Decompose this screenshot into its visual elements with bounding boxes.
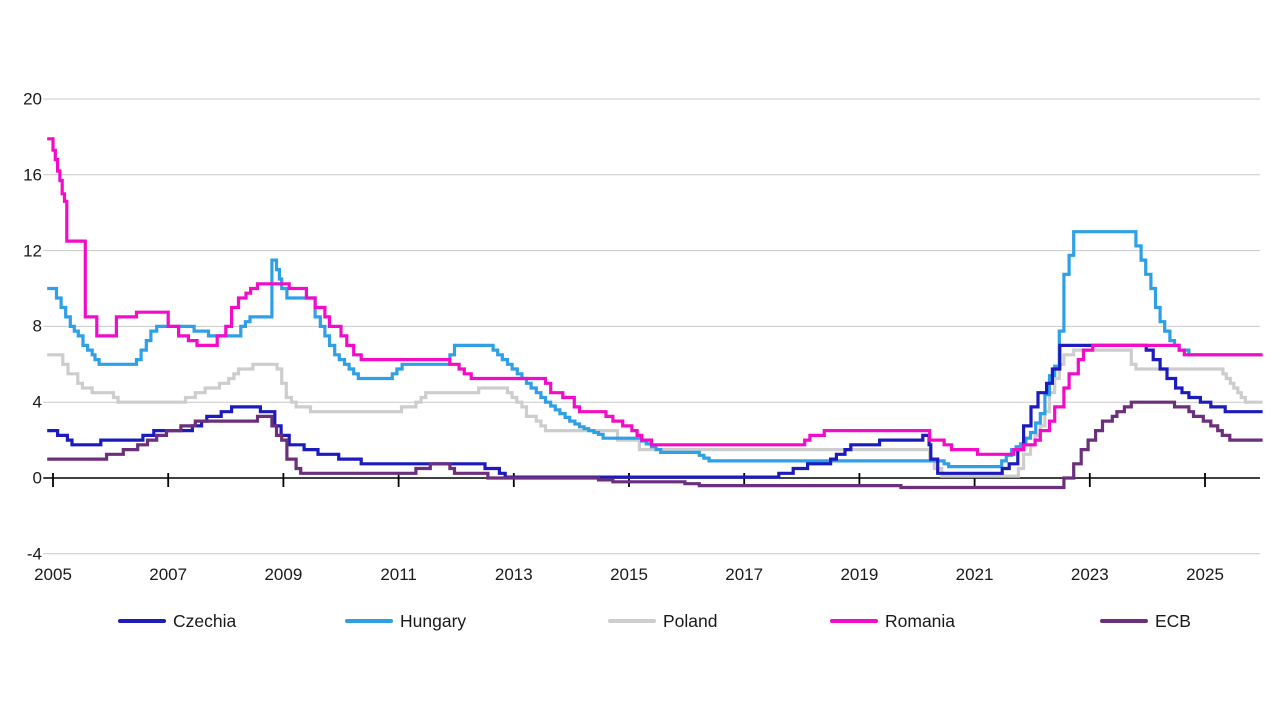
x-tick-label-2017: 2017 xyxy=(725,565,764,584)
series-line-hungary xyxy=(47,230,1263,469)
x-tick-label-2005: 2005 xyxy=(34,565,72,584)
x-tick-label-2023: 2023 xyxy=(1070,565,1109,584)
legend-item-hungary: Hungary xyxy=(345,608,466,634)
legend-swatch-romania xyxy=(830,619,878,623)
legend-item-romania: Romania xyxy=(830,608,955,634)
legend-swatch-poland xyxy=(608,619,656,623)
y-tick-label-20: 20 xyxy=(23,89,42,109)
x-tick-label-2015: 2015 xyxy=(610,565,648,584)
legend-label-ecb: ECB xyxy=(1155,610,1191,631)
legend-label-romania: Romania xyxy=(885,610,956,631)
legend-item-ecb: ECB xyxy=(1100,608,1191,634)
legend-item-czechia: Czechia xyxy=(118,608,236,634)
y-tick-label-16: 16 xyxy=(23,165,42,185)
series-line-czechia xyxy=(47,343,1263,479)
y-tick-label-8: 8 xyxy=(32,316,42,336)
x-tick-label-2021: 2021 xyxy=(955,565,994,584)
legend-swatch-ecb xyxy=(1100,619,1148,623)
legend-label-poland: Poland xyxy=(663,610,718,631)
y-tick-label--4: -4 xyxy=(26,544,42,564)
series-line-ecb xyxy=(47,400,1263,490)
y-tick-label-0: 0 xyxy=(32,468,42,488)
x-tick-label-2013: 2013 xyxy=(494,565,533,584)
series-line-poland xyxy=(47,348,1263,478)
x-tick-label-2011: 2011 xyxy=(380,565,417,584)
y-tick-label-4: 4 xyxy=(32,392,42,412)
legend-item-poland: Poland xyxy=(608,608,718,634)
legend-swatch-czechia xyxy=(118,619,166,623)
x-tick-label-2009: 2009 xyxy=(264,565,303,584)
y-tick-label-12: 12 xyxy=(23,241,42,261)
x-tick-label-2025: 2025 xyxy=(1186,565,1224,584)
legend: Czechia Hungary Poland Romania ECB xyxy=(0,608,1280,636)
x-tick-label-2007: 2007 xyxy=(149,565,188,584)
x-tick-label-2019: 2019 xyxy=(840,565,879,584)
legend-label-czechia: Czechia xyxy=(173,610,237,631)
legend-label-hungary: Hungary xyxy=(400,610,467,631)
legend-swatch-hungary xyxy=(345,619,393,623)
series-line-romania xyxy=(47,137,1263,456)
